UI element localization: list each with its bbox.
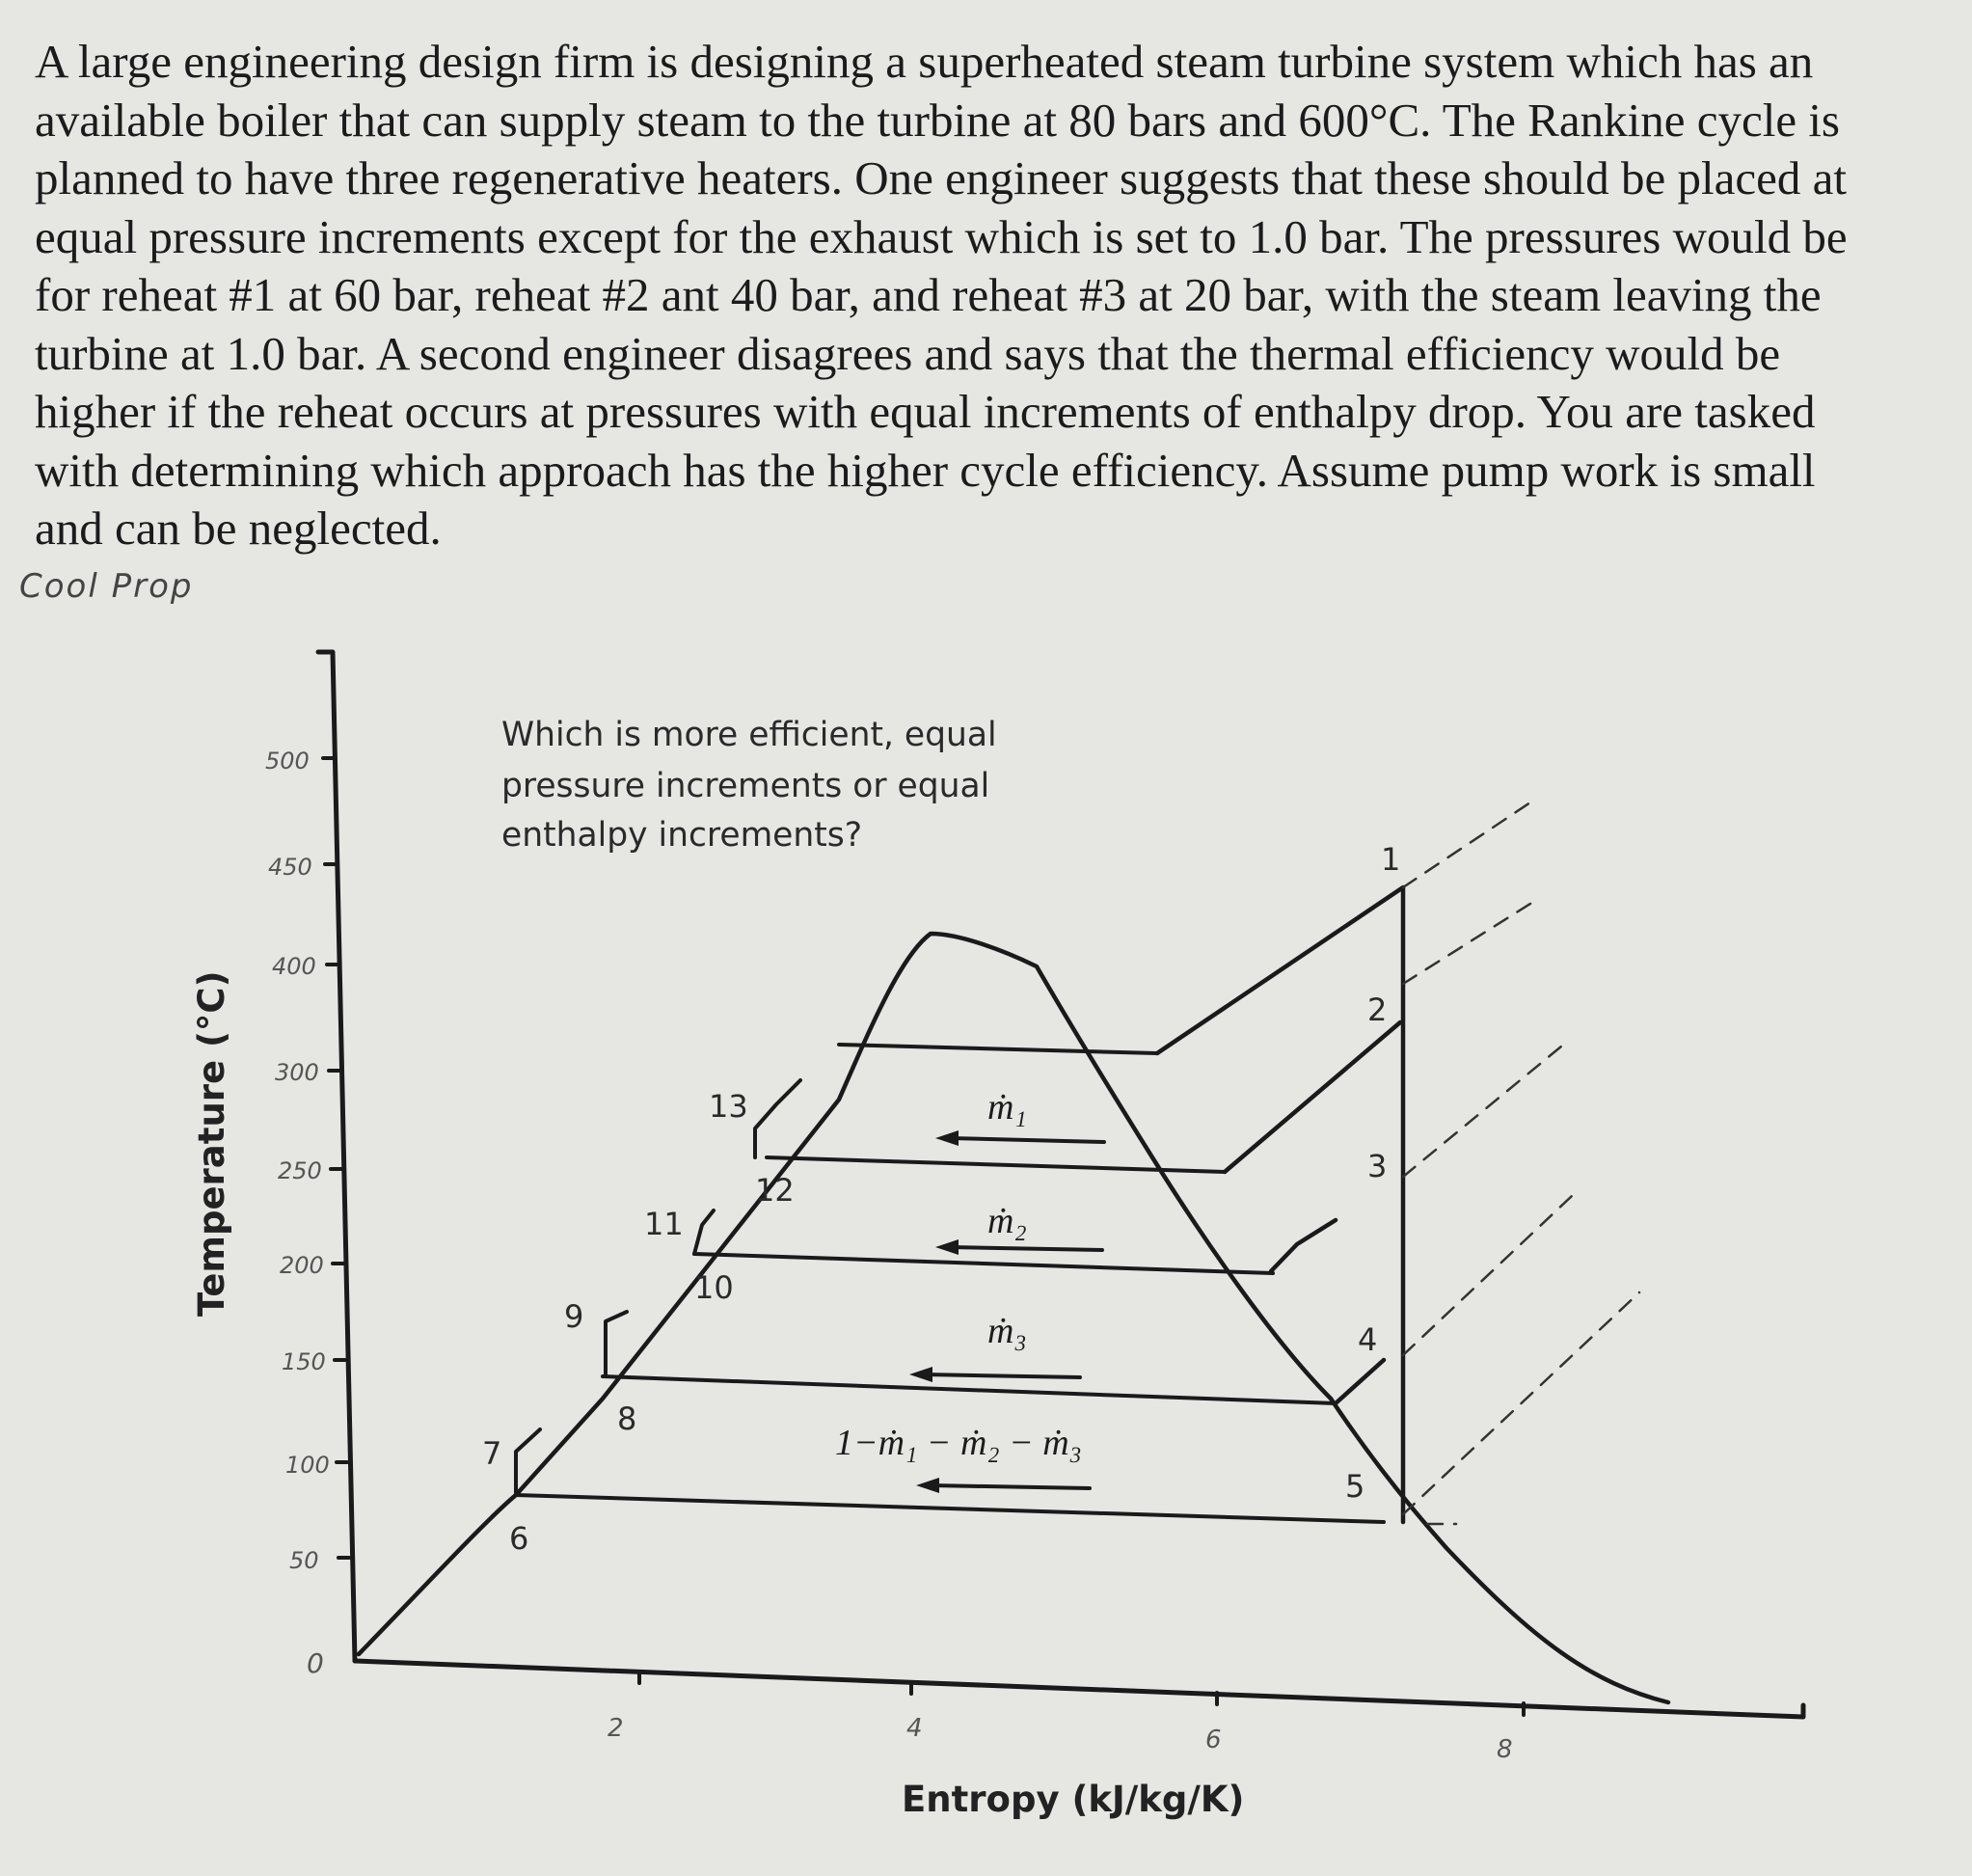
problem-line: planned to have three regenerative heate… bbox=[35, 151, 1847, 204]
arrow-head-4 bbox=[916, 1478, 939, 1493]
question-line: enthalpy increments? bbox=[501, 816, 862, 855]
arrow-head-2 bbox=[935, 1239, 959, 1255]
flow-label: ṁ₂ bbox=[987, 1201, 1027, 1241]
state-labels: 1 2 3 4 5 6 7 8 9 10 11 12 13 bbox=[482, 841, 1400, 1557]
x-tick-label: 4 bbox=[906, 1714, 923, 1743]
feedwater-path bbox=[514, 1078, 802, 1497]
flow-label: ṁ₃ bbox=[987, 1311, 1027, 1351]
y-tick-label: 150 bbox=[282, 1348, 326, 1375]
handwritten-note: Cool Prop bbox=[19, 567, 194, 606]
x-tick-label: 2 bbox=[608, 1714, 624, 1743]
state-label: 4 bbox=[1358, 1321, 1377, 1358]
y-tick-marks bbox=[321, 756, 351, 1560]
state-label: 2 bbox=[1367, 992, 1387, 1028]
state-label: 9 bbox=[564, 1298, 583, 1335]
y-tick-label: 450 bbox=[268, 854, 312, 881]
y-tick-label: 200 bbox=[280, 1252, 324, 1279]
saturation-dome bbox=[356, 931, 1671, 1705]
x-tick-label: 8 bbox=[1497, 1735, 1513, 1764]
y-tick-label: 0 bbox=[307, 1647, 324, 1679]
state-label: 6 bbox=[509, 1520, 528, 1557]
arrow-head-1 bbox=[935, 1130, 959, 1146]
problem-line: A large engineering design firm is desig… bbox=[35, 35, 1814, 88]
y-tick-label: 500 bbox=[265, 748, 310, 775]
diagram-question: Which is more efficient, equal pressure … bbox=[501, 716, 997, 855]
problem-line: with determining which approach has the … bbox=[35, 443, 1816, 497]
flow-label: 1−ṁ₁ − ṁ₂ − ṁ₃ bbox=[835, 1423, 1082, 1463]
problem-line: available boiler that can supply steam t… bbox=[35, 93, 1841, 147]
problem-statement: A large engineering design firm is desig… bbox=[35, 33, 1958, 558]
arrow-head-3 bbox=[909, 1367, 932, 1382]
state-label: 7 bbox=[482, 1435, 501, 1472]
y-tick-label: 100 bbox=[285, 1452, 330, 1479]
state-label: 3 bbox=[1367, 1148, 1387, 1184]
y-tick-label: 250 bbox=[278, 1157, 322, 1184]
x-tick-labels: 2 4 6 8 bbox=[608, 1714, 1513, 1764]
y-tick-label: 400 bbox=[272, 953, 316, 980]
turbine-lines bbox=[1154, 884, 1406, 1525]
x-tick-label: 6 bbox=[1205, 1726, 1222, 1754]
y-tick-label: 50 bbox=[289, 1547, 319, 1574]
state-label: 5 bbox=[1345, 1468, 1364, 1505]
y-tick-label: 300 bbox=[275, 1059, 319, 1086]
question-line: Which is more efficient, equal bbox=[501, 716, 997, 754]
state-label: 10 bbox=[694, 1269, 734, 1306]
state-label: 8 bbox=[617, 1400, 636, 1437]
flow-arrows bbox=[922, 1136, 1106, 1490]
pressure-lines bbox=[514, 1043, 1386, 1524]
flow-labels: ṁ₁ ṁ₂ ṁ₃ 1−ṁ₁ − ṁ₂ − ṁ₃ bbox=[835, 1087, 1082, 1463]
x-axis-line bbox=[352, 1658, 1806, 1720]
problem-line: for reheat #1 at 60 bar, reheat #2 ant 4… bbox=[35, 268, 1822, 321]
x-axis-label: Entropy (kJ/kg/K) bbox=[902, 1779, 1244, 1820]
state-label: 11 bbox=[644, 1206, 684, 1242]
y-axis-line bbox=[315, 649, 358, 1664]
state-label: 1 bbox=[1381, 841, 1400, 878]
state-label: 13 bbox=[709, 1088, 748, 1125]
question-line: pressure increments or equal bbox=[501, 767, 989, 805]
y-tick-labels: 500 450 400 300 250 200 150 100 50 0 bbox=[265, 748, 330, 1679]
problem-line: and can be neglected. bbox=[35, 502, 442, 555]
y-axis-label: Temperature (°C) bbox=[191, 971, 232, 1318]
flow-label: ṁ₁ bbox=[987, 1087, 1027, 1128]
problem-line: higher if the reheat occurs at pressures… bbox=[35, 385, 1816, 438]
dashed-lines bbox=[1401, 799, 1641, 1526]
state-label: 12 bbox=[755, 1172, 795, 1209]
problem-line: equal pressure increments except for the… bbox=[35, 209, 1848, 263]
problem-line: turbine at 1.0 bar. A second engineer di… bbox=[35, 326, 1781, 380]
x-tick-marks bbox=[637, 1670, 1526, 1717]
